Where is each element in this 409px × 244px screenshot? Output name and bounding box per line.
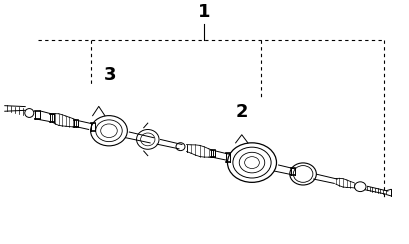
Text: 1: 1 — [198, 3, 210, 20]
Text: 2: 2 — [235, 103, 247, 121]
Text: 3: 3 — [104, 66, 116, 84]
